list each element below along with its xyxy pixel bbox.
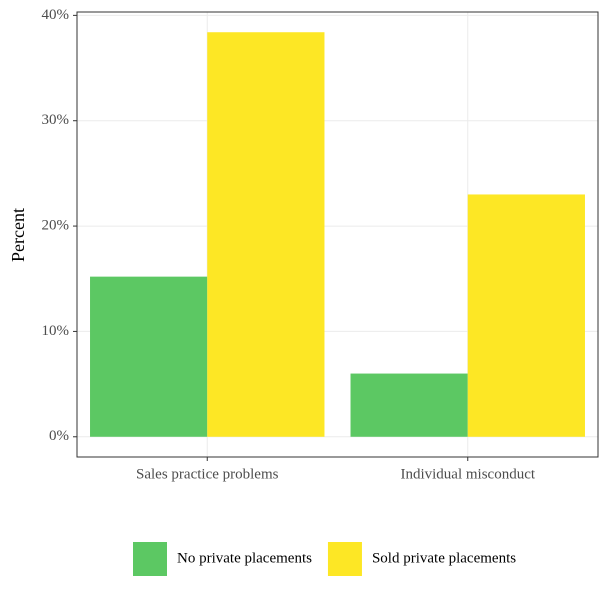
legend-swatch — [133, 542, 167, 576]
legend-text: No private placements — [177, 550, 312, 566]
x-tick-label: Individual misconduct — [400, 466, 535, 482]
panel-border — [76, 11, 599, 458]
y-tick-label: 10% — [42, 323, 70, 339]
bar — [467, 194, 585, 437]
bar — [207, 32, 325, 437]
bar — [350, 373, 468, 437]
x-tick-label: Sales practice problems — [136, 466, 279, 482]
y-tick-label: 0% — [49, 428, 69, 444]
bar — [90, 276, 208, 437]
legend-swatch — [327, 542, 362, 576]
y-tick-label: 30% — [42, 112, 70, 128]
y-axis-title: Percent — [8, 208, 28, 262]
legend-text: Sold private placements — [372, 550, 516, 566]
y-tick-label: 40% — [42, 7, 70, 23]
y-tick-label: 20% — [42, 218, 70, 234]
